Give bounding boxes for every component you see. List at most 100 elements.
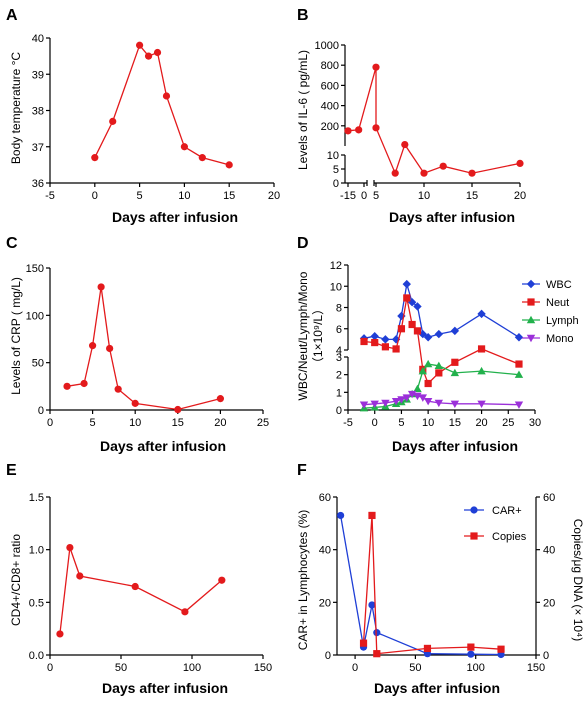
- data-point-d-wbc-5: [402, 279, 411, 289]
- data-point-b-1: [355, 126, 363, 134]
- data-point-b-2: [372, 63, 380, 71]
- y-tick-label-c-1: 50: [32, 358, 44, 370]
- data-point-d-neut-9: [424, 379, 432, 388]
- panel-label-c: C: [6, 235, 18, 252]
- x-axis-title-c: Days after infusion: [100, 438, 226, 454]
- data-point-d-mono-1: [370, 400, 379, 409]
- data-point-d-lymph-12: [477, 366, 486, 375]
- data-point-e-5: [218, 576, 226, 584]
- x-tick-label-c-3: 15: [172, 417, 184, 429]
- x-axis-title-f: Days after infusion: [374, 680, 500, 696]
- data-point-c-1: [80, 379, 88, 388]
- data-point-e-0: [56, 630, 64, 638]
- data-point-f-copies-1: [368, 511, 376, 520]
- y-tick-label-f-left-1: 20: [319, 597, 331, 609]
- x-tick-label-c-1: 5: [90, 417, 96, 429]
- y-axis-unit-d: （1×10⁹/L）: [311, 303, 325, 369]
- y-tick-label-b-lower-2: 10: [327, 150, 339, 162]
- x-tick-label-a-2: 5: [137, 190, 143, 202]
- x-tick-label-e-1: 50: [115, 662, 127, 674]
- y-axis-title-a: Body temperature °C: [9, 52, 23, 165]
- data-point-e-2: [76, 572, 84, 580]
- data-point-d-mono-4: [397, 396, 406, 404]
- data-point-d-mono-3: [391, 397, 401, 406]
- y-tick-label-a-4: 40: [32, 33, 44, 45]
- y-tick-label-d-lower-2: 2: [336, 370, 342, 382]
- data-point-f-car-3: [373, 629, 381, 637]
- y-tick-label-f-left-3: 60: [319, 492, 331, 504]
- y-tick-label-b-upper-0: 200: [321, 121, 339, 133]
- x-tick-label-e-3: 150: [254, 662, 272, 674]
- data-point-d-neut-1: [371, 338, 379, 347]
- x-tick-label-d-0: -5: [343, 417, 353, 429]
- y-tick-label-d-upper-3: 10: [330, 281, 342, 293]
- data-point-a-7: [198, 154, 206, 162]
- y-axis-title-c: Levels of CRP ( mg/L): [9, 277, 23, 395]
- y-tick-label-d-upper-4: 12: [330, 260, 342, 272]
- data-point-a-3: [144, 52, 153, 60]
- x-tick-label-b-1: 0: [361, 190, 367, 202]
- data-point-d-wbc-9: [423, 333, 433, 342]
- x-tick-label-b-5: 20: [514, 190, 526, 202]
- x-tick-label-a-5: 20: [268, 190, 280, 202]
- y-tick-label-e-0: 0.0: [29, 650, 44, 662]
- data-point-d-neut-6: [408, 320, 416, 329]
- x-axis-title-e: Days after infusion: [102, 680, 228, 696]
- data-point-a-5: [162, 92, 171, 100]
- x-tick-label-f-2: 100: [467, 662, 485, 674]
- data-point-d-wbc-13: [514, 333, 524, 342]
- x-tick-label-b-4: 15: [466, 190, 478, 202]
- x-tick-label-b-2: 5: [373, 190, 379, 202]
- y-tick-label-b-upper-3: 800: [321, 60, 339, 72]
- data-point-c-5: [114, 385, 122, 393]
- data-point-c-0: [63, 382, 71, 390]
- x-tick-label-d-1: 0: [372, 417, 378, 429]
- legend-label-neut: Neut: [546, 297, 569, 309]
- data-point-c-6: [131, 399, 139, 407]
- data-point-d-wbc-11: [450, 326, 460, 336]
- data-point-b-9: [516, 159, 524, 167]
- y-tick-label-d-upper-2: 8: [336, 303, 342, 315]
- data-point-d-mono-0: [359, 401, 369, 409]
- data-point-f-copies-2: [373, 650, 381, 658]
- data-point-d-mono-2: [381, 399, 390, 408]
- data-point-f-car-0: [337, 511, 345, 520]
- y-axis-title-f: CAR+ in Lymphocytes (%): [296, 510, 310, 651]
- data-point-f-car-2: [368, 601, 376, 609]
- y-tick-label-b-lower-1: 5: [333, 164, 339, 176]
- data-point-d-neut-4: [397, 325, 406, 333]
- y-tick-label-b-upper-1: 400: [321, 101, 339, 113]
- y-tick-label-a-0: 36: [32, 178, 44, 190]
- x-tick-label-c-0: 0: [47, 417, 53, 429]
- x-tick-label-e-2: 100: [183, 662, 201, 674]
- x-tick-label-c-5: 25: [257, 417, 269, 429]
- data-point-a-6: [180, 143, 188, 151]
- data-point-a-4: [153, 48, 162, 57]
- y-tick-label-f-right-0: 0: [543, 650, 549, 662]
- data-point-c-3: [97, 283, 105, 291]
- y-tick-label-d-upper-0: 4: [336, 345, 342, 357]
- panel-label-f: F: [297, 462, 307, 479]
- legend-marker-neut: [527, 298, 535, 306]
- y-tick-label-f-right-2: 40: [543, 545, 555, 557]
- data-point-f-copies-0: [359, 639, 368, 647]
- data-point-f-copies-4: [467, 643, 475, 651]
- y-tick-label-d-upper-1: 6: [336, 324, 342, 336]
- data-point-b-8: [468, 169, 476, 177]
- y-tick-label-e-1: 0.5: [29, 597, 44, 609]
- data-point-d-mono-8: [418, 394, 427, 402]
- data-point-d-mono-11: [450, 400, 460, 409]
- y-tick-label-a-1: 37: [32, 142, 44, 154]
- data-point-f-copies-5: [497, 645, 505, 653]
- y-tick-label-f-right-1: 20: [543, 597, 555, 609]
- x-tick-label-d-2: 5: [398, 417, 404, 429]
- data-point-b-6: [420, 169, 428, 177]
- series-line-e: [59, 547, 223, 634]
- legend-marker-mono: [526, 334, 536, 343]
- data-point-d-mono-12: [477, 400, 486, 409]
- x-tick-label-d-3: 10: [422, 417, 434, 429]
- data-point-d-neut-10: [435, 369, 443, 377]
- data-point-a-2: [136, 41, 144, 49]
